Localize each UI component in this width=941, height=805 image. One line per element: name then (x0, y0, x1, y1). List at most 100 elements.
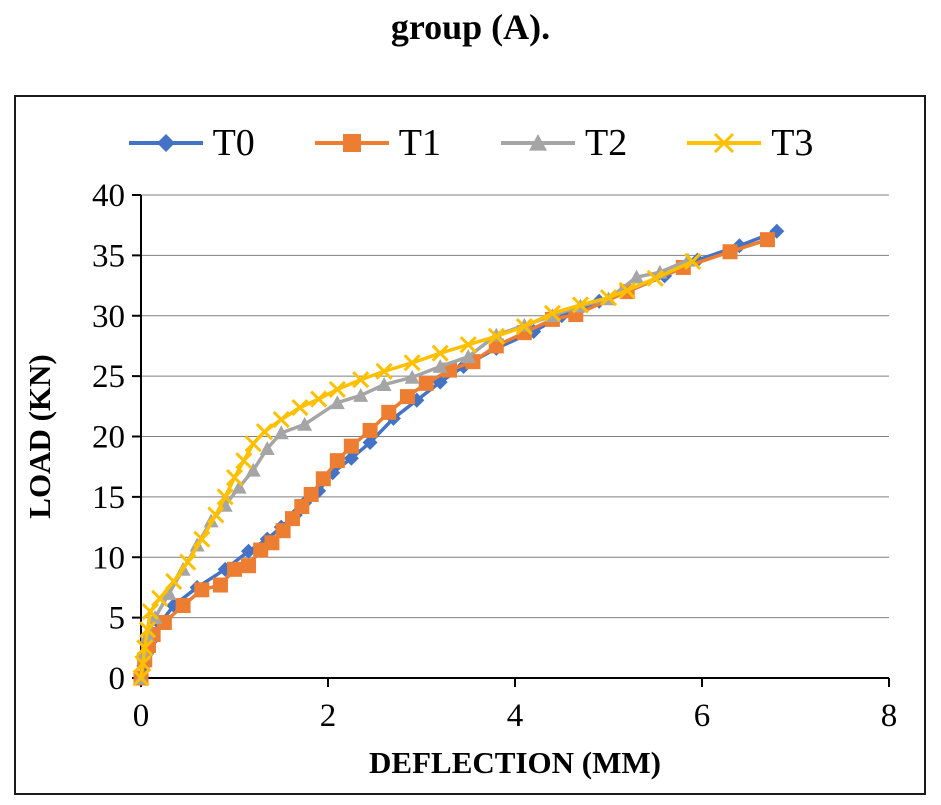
square-marker (343, 438, 359, 454)
legend-label: T3 (771, 122, 814, 164)
x-marker (255, 423, 273, 441)
diamond-marker (241, 543, 257, 559)
triangle-marker (231, 479, 247, 494)
series-T2-line (139, 258, 690, 680)
square-marker (488, 338, 504, 354)
y-tick-label: 30 (92, 299, 125, 335)
triangle-marker (404, 369, 420, 384)
square-marker (175, 598, 191, 614)
x-marker (132, 669, 150, 687)
gridlines (141, 194, 889, 679)
x-marker (714, 132, 735, 154)
plot-area-wrapper: 0 5 10 15 20 25 30 35 40 0 2 4 6 8 DEFLECTION (MM) LOAD… (16, 177, 924, 783)
x-marker (431, 344, 449, 362)
square-marker (303, 486, 319, 502)
legend-x-swatch-icon (687, 132, 762, 154)
chart-legend: T0 T1 T2 T3 (16, 117, 924, 169)
x-marker (375, 362, 393, 380)
load-deflection-chart: 0 5 10 15 20 25 30 35 40 0 2 4 6 8 DEFLECTION (MM) LOAD… (22, 178, 898, 780)
x-marker (179, 553, 197, 571)
chart-container: T0 T1 T2 T3 0 5 10 15 20 25 30 35 40 0 2 4 6 8 DEFLECTION… (14, 95, 926, 795)
square-marker (362, 422, 378, 438)
legend-triangle-swatch-icon (501, 134, 575, 151)
series-T3-line (139, 259, 695, 680)
square-marker (264, 535, 280, 551)
y-tick-label: 0 (109, 661, 126, 697)
x-marker (225, 468, 244, 487)
legend-square-swatch-icon (314, 134, 389, 152)
y-tick-label: 25 (92, 359, 125, 395)
legend-item-T0: T0 (127, 124, 255, 162)
legend-diamond-swatch-icon (128, 134, 203, 152)
legend-label: T0 (212, 122, 255, 164)
x-marker (272, 411, 290, 429)
triangle-marker (376, 377, 392, 391)
triangle-marker (353, 387, 369, 402)
diamond-marker (156, 134, 175, 152)
square-marker (329, 453, 345, 469)
legend-item-T2: T2 (499, 124, 627, 162)
y-tick-label: 5 (109, 601, 126, 637)
triangle-marker (161, 585, 177, 600)
y-tick-label: 40 (92, 178, 125, 214)
square-marker (275, 523, 291, 539)
x-marker (403, 354, 421, 372)
square-marker (212, 577, 228, 593)
series-T2-markers (133, 252, 696, 685)
triangle-marker (529, 134, 547, 151)
triangle-marker (273, 425, 289, 440)
diamond-marker (769, 223, 785, 239)
x-marker (134, 654, 152, 673)
x-tick-label: 0 (133, 698, 150, 734)
legend-label: T2 (585, 122, 628, 164)
x-marker (310, 390, 328, 408)
square-marker (227, 561, 242, 577)
x-marker (136, 639, 154, 657)
y-axis-title: LOAD (KN) (22, 354, 57, 518)
triangle-marker (460, 349, 476, 364)
x-marker (487, 327, 505, 345)
x-tick-label: 4 (507, 698, 524, 734)
square-marker (399, 389, 415, 405)
x-marker (599, 289, 618, 307)
x-marker (618, 281, 636, 299)
legend-label: T1 (398, 122, 441, 164)
x-marker (646, 269, 664, 287)
x-marker (138, 621, 157, 639)
x-marker (291, 398, 309, 417)
x-marker (328, 380, 346, 398)
x-marker (207, 506, 225, 524)
square-marker (284, 511, 300, 527)
series-T1-line (139, 237, 770, 680)
x-tick-label: 8 (881, 698, 898, 734)
square-marker (241, 558, 257, 574)
x-marker (515, 318, 533, 336)
square-marker (342, 134, 361, 152)
legend-item-T3: T3 (685, 124, 813, 162)
square-marker (156, 614, 172, 630)
triangle-marker (259, 441, 275, 455)
triangle-marker (629, 269, 645, 284)
square-marker (194, 582, 210, 598)
x-marker (141, 603, 159, 621)
x-marker (684, 252, 702, 270)
square-marker (381, 404, 397, 420)
square-marker (722, 244, 738, 260)
triangle-marker (297, 416, 313, 431)
x-marker (543, 304, 561, 322)
x-axis-ticks: 0 2 4 6 8 (133, 678, 898, 734)
square-marker (294, 499, 310, 515)
y-tick-label: 15 (92, 480, 125, 516)
x-marker (459, 336, 477, 354)
square-marker (759, 232, 775, 248)
x-marker (571, 296, 590, 314)
figure-caption: group (A). (390, 7, 551, 47)
x-marker (235, 452, 253, 470)
triangle-marker (329, 395, 345, 410)
diamond-marker (343, 450, 359, 466)
triangle-marker (432, 358, 448, 373)
y-tick-label: 35 (92, 238, 125, 274)
x-marker (151, 589, 169, 607)
series-T3-markers (132, 252, 702, 687)
diamond-marker (362, 435, 378, 451)
